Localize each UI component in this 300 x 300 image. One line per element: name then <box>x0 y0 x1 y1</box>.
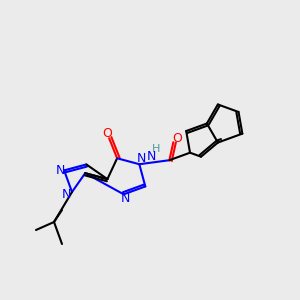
Text: O: O <box>172 132 182 145</box>
Text: N: N <box>137 152 146 165</box>
Text: H: H <box>152 144 160 154</box>
Text: N: N <box>61 188 71 202</box>
Text: N: N <box>147 150 156 163</box>
Text: N: N <box>56 164 65 177</box>
Text: O: O <box>102 127 112 140</box>
Text: N: N <box>121 192 130 205</box>
